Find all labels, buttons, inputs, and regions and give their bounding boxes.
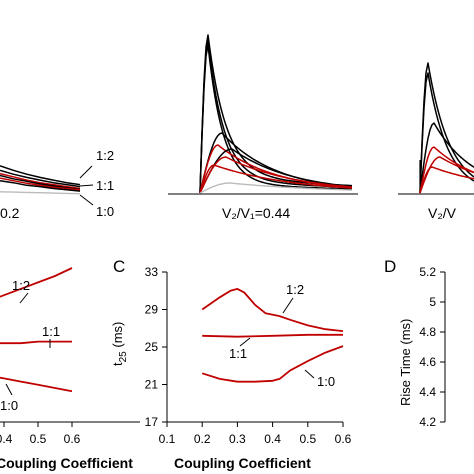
leader-line-1-0 xyxy=(79,194,94,206)
panel-b-series xyxy=(0,267,73,393)
curve-label-1-0: 1:0 xyxy=(96,204,114,219)
panel-d-axes: 4.2 4.4 4.6 4.8 5 5.2 xyxy=(419,265,446,429)
top-left-trace xyxy=(0,169,81,188)
panel-c-series-line xyxy=(201,287,344,332)
top-middle-trace xyxy=(199,44,352,194)
top-right-trace xyxy=(419,122,474,194)
panel-c-series-line xyxy=(202,333,343,338)
panel-b-x-tick-label: 0.6 xyxy=(64,432,81,446)
panel-c-leader-1-1 xyxy=(239,337,251,347)
top-left-trace xyxy=(0,179,81,192)
panel-d-y-axis-title: Rise Time (ms) xyxy=(398,319,413,406)
panel-b-series-line xyxy=(0,267,73,298)
panel-b-curve-label-1-2: 1:2 xyxy=(12,278,30,293)
top-middle-trace xyxy=(199,164,353,194)
panel-b-curve-label-1-0: 1:0 xyxy=(0,398,18,413)
panel-d-y-tick-label: 5.2 xyxy=(419,265,436,279)
top-right-traces xyxy=(419,62,474,194)
ratio-annotation-right: V₂/V xyxy=(428,205,457,221)
panel-b-x-tick-label: 0.4 xyxy=(0,432,13,446)
top-middle-trace xyxy=(199,148,353,194)
panel-c-x-tick-label: 0.4 xyxy=(264,432,281,446)
panel-c-label: C xyxy=(113,257,125,276)
panel-D: D 4.2 4.4 4.6 4.8 5 5.2 Rise Time (ms) xyxy=(384,257,446,429)
curve-label-1-2: 1:2 xyxy=(96,148,114,163)
panel-c-series xyxy=(201,287,344,383)
panel-b-series-line xyxy=(0,340,72,345)
panel-c-x-tick-label: 0.1 xyxy=(159,432,176,446)
panel-c-y-tick-label: 17 xyxy=(145,415,159,429)
top-left-trace xyxy=(0,191,81,195)
panel-b-x-ticks: 0.4 0.5 0.6 xyxy=(0,422,81,446)
panel-c-y-axis-title: t25 (ms) xyxy=(110,322,129,366)
panel-c-y-tick-label: 21 xyxy=(145,378,159,392)
panel-top-left: 1:2 1:1 1:0 0.2 xyxy=(0,148,114,221)
panel-d-label: D xyxy=(384,257,396,276)
panel-B: 0.4 0.5 0.6 1:2 1:1 1:0 Coupling Coefficie… xyxy=(0,267,140,471)
panel-d-y-tick-label: 4.6 xyxy=(419,355,436,369)
top-middle-trace xyxy=(199,182,352,194)
panel-b-x-axis-title: Coupling Coefficient xyxy=(0,455,133,471)
top-left-traces xyxy=(0,165,81,195)
panel-d-y-tick-label: 4.8 xyxy=(419,325,436,339)
curve-label-1-1: 1:1 xyxy=(96,178,114,193)
panel-c-x-tick-label: 0.3 xyxy=(229,432,246,446)
panel-b-leader-1-0 xyxy=(5,383,13,396)
top-middle-trace xyxy=(199,34,353,194)
panel-c-axes: 0.1 0.2 0.3 0.4 0.5 0.6 17 21 25 29 33 xyxy=(145,265,352,446)
panel-c-series-line xyxy=(201,345,344,383)
top-middle-trace xyxy=(199,156,353,194)
ratio-annotation-left: 0.2 xyxy=(0,205,20,221)
panel-c-x-tick-label: 0.6 xyxy=(335,432,352,446)
panel-d-y-tick-label: 5 xyxy=(429,295,436,309)
panel-d-y-tick-label: 4.2 xyxy=(419,415,436,429)
top-right-trace xyxy=(419,72,474,194)
panel-c-leader-1-0 xyxy=(304,369,315,379)
panel-c-y-tick-label: 29 xyxy=(145,303,159,317)
panel-c-y-tick-label: 25 xyxy=(145,340,159,354)
leader-line-1-1 xyxy=(79,184,94,187)
panel-b-leader-1-2 xyxy=(19,292,29,304)
panel-c-x-axis-title: Coupling Coefficient xyxy=(174,455,311,471)
panel-d-y-tick-label: 4.4 xyxy=(419,385,436,399)
panel-c-leader-1-2 xyxy=(282,297,294,314)
panel-c-x-tick-label: 0.2 xyxy=(194,432,211,446)
panel-c-x-tick-label: 0.5 xyxy=(299,432,316,446)
panel-b-x-tick-label: 0.5 xyxy=(30,432,47,446)
panel-b-series-line xyxy=(0,376,73,393)
panel-top-middle: V₂/V₁=0.44 xyxy=(168,34,358,221)
top-right-trace xyxy=(419,146,474,194)
leader-line-1-2 xyxy=(79,165,93,179)
top-middle-traces xyxy=(199,34,353,194)
panel-c-curve-label-1-2: 1:2 xyxy=(286,282,304,297)
top-right-trace xyxy=(419,166,474,194)
ratio-annotation-middle: V₂/V₁=0.44 xyxy=(222,205,290,221)
panel-b-curve-label-1-1: 1:1 xyxy=(42,324,60,339)
top-left-trace xyxy=(0,177,81,191)
panel-c-y-tick-label: 33 xyxy=(145,265,159,279)
top-left-trace xyxy=(0,172,81,190)
panel-top-right: V₂/V xyxy=(398,62,474,221)
top-left-trace xyxy=(0,165,81,186)
panel-c-curve-label-1-1: 1:1 xyxy=(229,346,247,361)
panel-c-curve-label-1-0: 1:0 xyxy=(317,374,335,389)
